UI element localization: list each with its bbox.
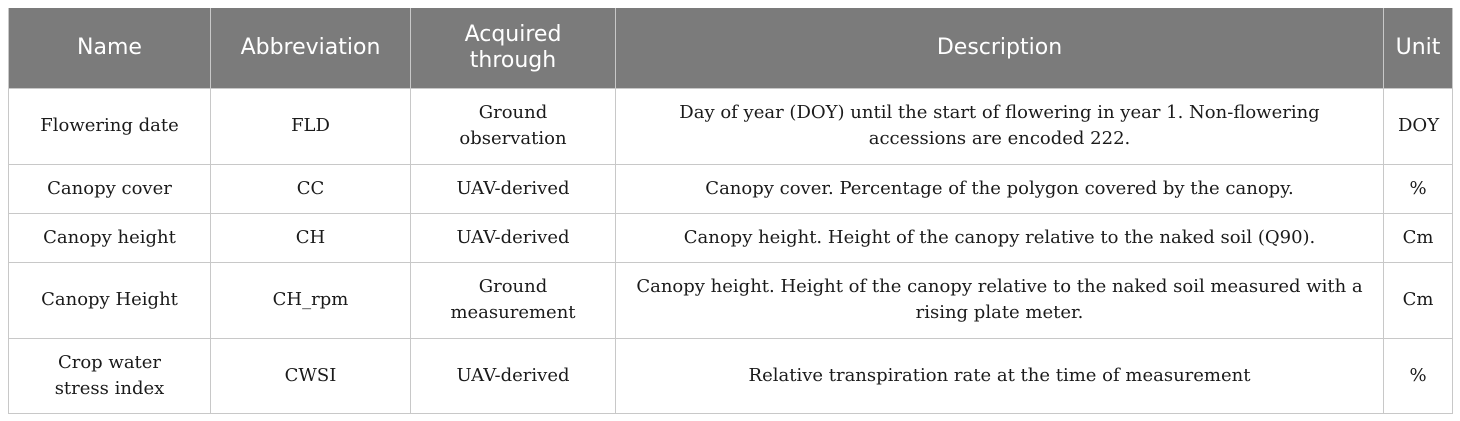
cell-unit: % [1383,337,1453,414]
cell-unit: Cm [1383,212,1453,263]
cell-abbreviation: FLD [210,87,411,165]
cell-name: Crop water stress index [8,337,211,414]
cell-acquired-through: Ground measurement [410,261,616,339]
cell-description: Canopy height. Height of the canopy rela… [615,212,1384,263]
cell-abbreviation: CWSI [210,337,411,414]
cell-abbreviation: CH [210,212,411,263]
cell-name: Canopy Height [8,261,211,339]
column-header-unit: Unit [1383,8,1453,89]
table-row: Crop water stress index CWSI UAV-derived… [8,337,1453,414]
variables-table-container: Name Abbreviation Acquired through Descr… [8,8,1453,414]
header-row: Name Abbreviation Acquired through Descr… [8,8,1453,89]
column-header-abbreviation: Abbreviation [210,8,411,89]
cell-description: Relative transpiration rate at the time … [615,337,1384,414]
cell-description: Canopy height. Height of the canopy rela… [615,261,1384,339]
table-body: Flowering date FLD Ground observation Da… [8,87,1453,414]
cell-description: Day of year (DOY) until the start of flo… [615,87,1384,165]
cell-unit: DOY [1383,87,1453,165]
cell-abbreviation: CC [210,163,411,214]
table-row: Canopy height CH UAV-derived Canopy heig… [8,212,1453,263]
column-header-description: Description [615,8,1384,89]
variables-table: Name Abbreviation Acquired through Descr… [8,8,1453,414]
cell-description: Canopy cover. Percentage of the polygon … [615,163,1384,214]
table-row: Flowering date FLD Ground observation Da… [8,87,1453,165]
column-header-acquired-through: Acquired through [410,8,616,89]
cell-abbreviation: CH_rpm [210,261,411,339]
table-row: Canopy Height CH_rpm Ground measurement … [8,261,1453,339]
column-header-name: Name [8,8,211,89]
table-header: Name Abbreviation Acquired through Descr… [8,8,1453,89]
cell-unit: % [1383,163,1453,214]
cell-acquired-through: UAV-derived [410,212,616,263]
table-row: Canopy cover CC UAV-derived Canopy cover… [8,163,1453,214]
cell-name: Canopy cover [8,163,211,214]
cell-acquired-through: Ground observation [410,87,616,165]
cell-name: Flowering date [8,87,211,165]
cell-name: Canopy height [8,212,211,263]
cell-acquired-through: UAV-derived [410,337,616,414]
cell-acquired-through: UAV-derived [410,163,616,214]
cell-unit: Cm [1383,261,1453,339]
